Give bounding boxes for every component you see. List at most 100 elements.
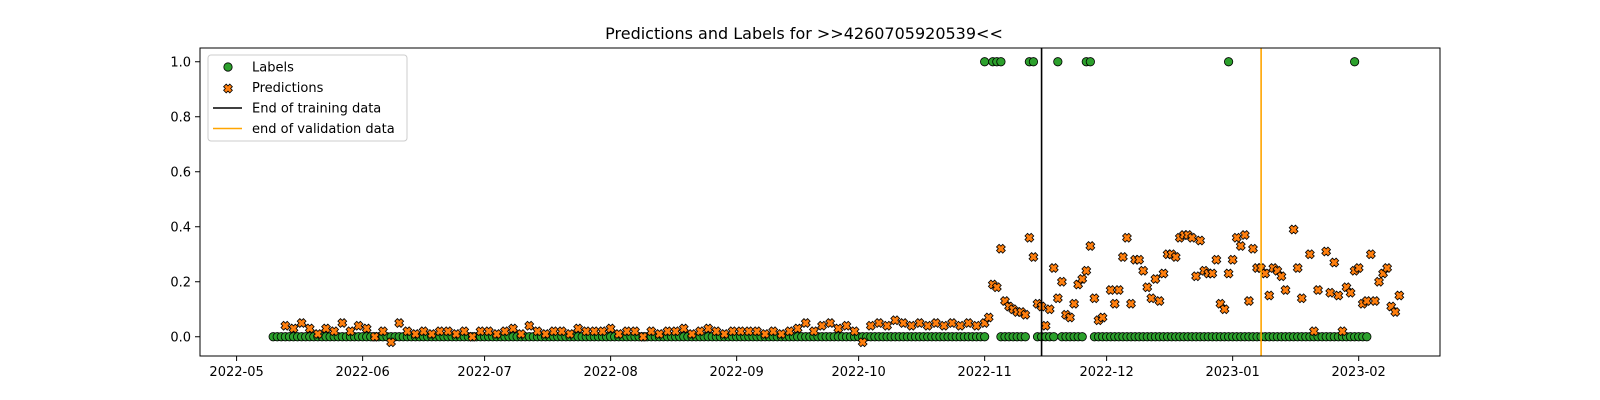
legend: Labels Predictions End of training data end… <box>207 54 408 142</box>
prediction-point <box>1207 268 1218 279</box>
prediction-point <box>1231 232 1242 243</box>
prediction-point <box>703 323 714 334</box>
prediction-point <box>1113 285 1124 295</box>
prediction-point <box>483 326 494 337</box>
prediction-point <box>1365 249 1376 260</box>
prediction-point <box>402 326 413 337</box>
prediction-point <box>524 320 535 331</box>
prediction-point <box>930 318 941 328</box>
prediction-point <box>873 318 884 328</box>
prediction-point <box>678 323 689 334</box>
label-point <box>1053 57 1063 67</box>
prediction-point <box>1239 230 1250 240</box>
prediction-point <box>1044 304 1055 315</box>
y-tick-label: 0.0 <box>170 330 191 345</box>
prediction-point <box>1260 268 1271 279</box>
label-point <box>1362 332 1372 342</box>
prediction-point <box>329 326 340 337</box>
prediction-point <box>394 318 405 328</box>
prediction-point <box>1109 298 1120 309</box>
prediction-point <box>630 326 640 337</box>
prediction-point <box>1028 252 1039 262</box>
prediction-point <box>1170 252 1181 262</box>
prediction-point <box>1219 304 1230 315</box>
prediction-point <box>1248 243 1258 254</box>
prediction-point <box>1309 326 1319 337</box>
label-point <box>996 57 1006 67</box>
prediction-point <box>581 326 592 337</box>
prediction-point <box>1223 268 1234 279</box>
prediction-point <box>1390 307 1401 317</box>
x-tick-label: 2022-07 <box>457 365 511 380</box>
prediction-point <box>1264 290 1275 301</box>
prediction-point <box>991 282 1002 293</box>
x-tick-label: 2022-06 <box>335 365 389 380</box>
prediction-point <box>1117 252 1128 262</box>
prediction-point <box>1304 249 1315 260</box>
prediction-point <box>1077 274 1088 284</box>
prediction-point <box>1195 235 1206 246</box>
prediction-point <box>516 329 527 339</box>
prediction-point <box>1081 265 1092 276</box>
prediction-point <box>1089 293 1100 304</box>
prediction-point <box>1056 276 1067 287</box>
label-point <box>1077 332 1087 342</box>
prediction-point <box>719 329 730 339</box>
x-axis: 2022-05 2022-06 2022-07 2022-08 2022-09 2022-… <box>209 356 1386 380</box>
prediction-point <box>1345 287 1356 298</box>
legend-predictions-marker <box>223 83 233 94</box>
plot-area <box>268 48 1405 356</box>
legend-box <box>207 54 408 142</box>
prediction-point <box>898 318 909 328</box>
prediction-point <box>304 323 315 334</box>
prediction-point <box>1142 282 1153 293</box>
prediction-point <box>1353 263 1364 273</box>
prediction-point <box>1065 312 1075 323</box>
y-tick-label: 0.6 <box>170 165 191 180</box>
y-tick-label: 1.0 <box>170 55 191 70</box>
prediction-point <box>443 326 453 337</box>
legend-label: Predictions <box>252 81 324 96</box>
prediction-point <box>800 318 811 328</box>
prediction-point <box>1052 293 1063 304</box>
prediction-point <box>475 326 486 337</box>
prediction-point <box>565 329 575 339</box>
prediction-point <box>833 323 844 334</box>
x-tick-label: 2022-05 <box>209 365 263 380</box>
prediction-point <box>1048 263 1059 273</box>
prediction-point <box>386 337 397 348</box>
prediction-point <box>361 323 372 334</box>
prediction-point <box>939 320 949 331</box>
prediction-point <box>1292 263 1303 273</box>
x-tick-label: 2022-09 <box>709 365 763 380</box>
prediction-point <box>971 320 982 331</box>
prediction-point <box>296 318 307 328</box>
prediction-point <box>963 318 974 328</box>
legend-label: Labels <box>252 61 294 76</box>
prediction-point <box>556 326 567 337</box>
prediction-point <box>922 320 933 331</box>
y-tick-label: 0.8 <box>170 110 191 125</box>
prediction-point <box>353 320 364 331</box>
prediction-point <box>995 243 1006 254</box>
prediction-point <box>955 320 966 331</box>
prediction-point <box>1276 271 1287 282</box>
prediction-point <box>1382 263 1393 273</box>
prediction-point <box>914 318 925 328</box>
labels-series <box>268 57 1372 342</box>
prediction-point <box>1187 232 1197 243</box>
prediction-point <box>646 326 657 337</box>
y-tick-label: 0.4 <box>170 220 191 235</box>
prediction-point <box>1097 312 1108 323</box>
prediction-point <box>280 320 291 331</box>
prediction-point <box>410 329 421 339</box>
prediction-point <box>1154 296 1165 306</box>
prediction-point <box>621 326 632 337</box>
label-point <box>1028 57 1039 67</box>
prediction-point <box>686 329 697 339</box>
prediction-point <box>752 326 762 337</box>
prediction-point <box>983 312 994 323</box>
prediction-point <box>760 329 771 339</box>
prediction-point <box>1296 293 1307 304</box>
prediction-point <box>638 331 649 342</box>
